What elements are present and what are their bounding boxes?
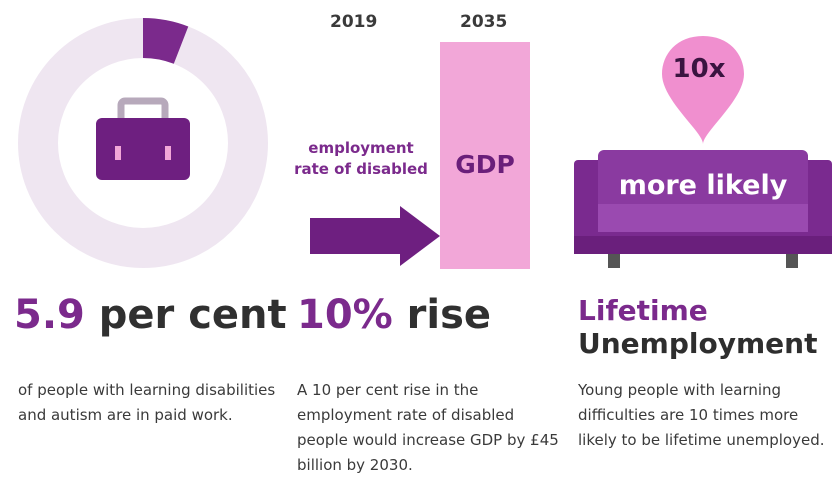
year-right: 2035 <box>460 12 508 32</box>
gdp-bar <box>440 42 530 269</box>
headline-2: 10% rise <box>297 290 491 340</box>
description-3: Young people with learning difficulties … <box>578 381 825 449</box>
year-left: 2019 <box>330 12 378 32</box>
headline-2-rest: rise <box>392 292 492 338</box>
sofa-label: more likely <box>618 170 788 201</box>
location-pin-icon <box>662 36 744 144</box>
description-2: A 10 per cent rise in the employment rat… <box>297 381 559 474</box>
headline-2-number: 10% <box>297 292 393 338</box>
headline-1-number: 5.9 <box>14 292 85 338</box>
pin-label: 10x <box>672 54 726 84</box>
donut-chart <box>18 18 268 268</box>
gdp-label: GDP <box>455 150 515 179</box>
arrow-icon <box>310 206 440 266</box>
headline-1: 5.9 per cent <box>14 290 287 340</box>
sofa-icon <box>574 36 832 268</box>
donut-fill <box>142 18 189 65</box>
headline-1-rest: per cent <box>84 292 287 338</box>
employment-rate-label: employment rate of disabled <box>294 139 428 178</box>
headline-3-line2: Unemployment <box>578 327 818 360</box>
description-1: of people with learning disabilities and… <box>18 381 276 424</box>
headline-3-line1: Lifetime <box>578 294 708 327</box>
briefcase-icon <box>96 97 190 180</box>
